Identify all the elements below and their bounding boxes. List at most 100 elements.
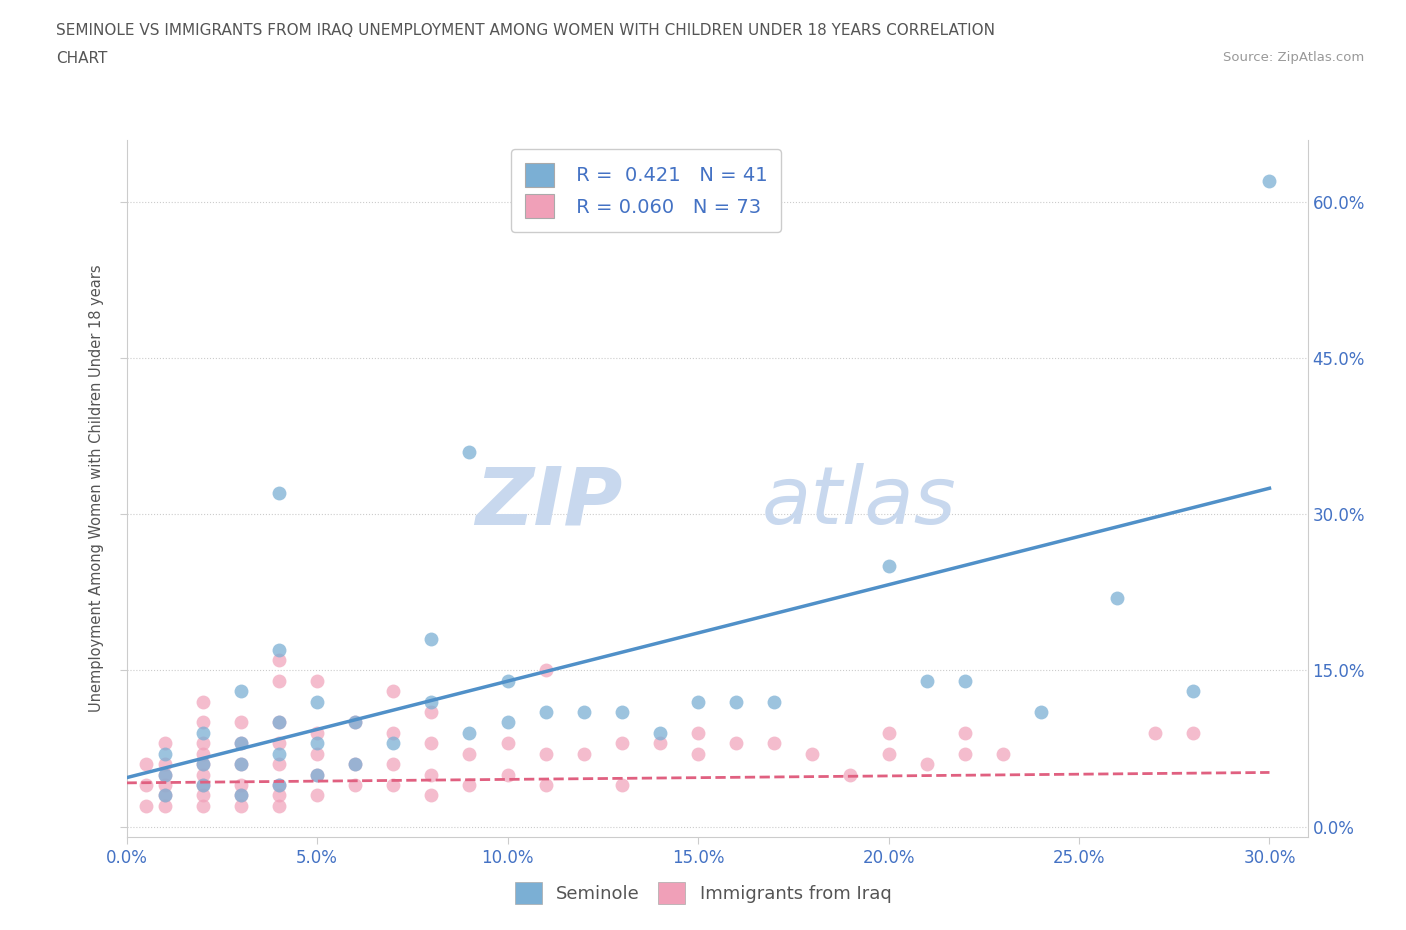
Point bbox=[305, 673, 328, 688]
Point bbox=[153, 767, 176, 782]
Point bbox=[229, 798, 252, 813]
Point bbox=[534, 663, 557, 678]
Point bbox=[1029, 705, 1052, 720]
Legend: Seminole, Immigrants from Iraq: Seminole, Immigrants from Iraq bbox=[508, 875, 898, 911]
Legend:  R =  0.421   N = 41,  R = 0.060   N = 73: R = 0.421 N = 41, R = 0.060 N = 73 bbox=[512, 149, 780, 232]
Point bbox=[267, 673, 290, 688]
Point bbox=[229, 736, 252, 751]
Point bbox=[420, 788, 443, 803]
Point bbox=[229, 757, 252, 772]
Point bbox=[953, 673, 976, 688]
Point bbox=[991, 746, 1014, 761]
Point bbox=[915, 673, 938, 688]
Point bbox=[153, 736, 176, 751]
Point bbox=[725, 736, 748, 751]
Point bbox=[572, 746, 595, 761]
Point bbox=[610, 705, 633, 720]
Point bbox=[305, 767, 328, 782]
Point bbox=[135, 777, 157, 792]
Point bbox=[382, 757, 405, 772]
Point bbox=[420, 767, 443, 782]
Point bbox=[267, 777, 290, 792]
Point bbox=[458, 777, 481, 792]
Point bbox=[191, 746, 214, 761]
Point bbox=[344, 715, 367, 730]
Point bbox=[953, 746, 976, 761]
Point bbox=[153, 746, 176, 761]
Point bbox=[305, 767, 328, 782]
Point bbox=[686, 694, 709, 709]
Point bbox=[135, 757, 157, 772]
Point bbox=[191, 757, 214, 772]
Point bbox=[534, 705, 557, 720]
Point bbox=[191, 715, 214, 730]
Point bbox=[153, 777, 176, 792]
Point bbox=[305, 788, 328, 803]
Point bbox=[725, 694, 748, 709]
Point bbox=[610, 777, 633, 792]
Point bbox=[648, 736, 671, 751]
Point bbox=[229, 684, 252, 698]
Point bbox=[191, 777, 214, 792]
Point bbox=[1107, 591, 1129, 605]
Point bbox=[877, 559, 900, 574]
Point bbox=[191, 757, 214, 772]
Point bbox=[153, 788, 176, 803]
Point bbox=[305, 736, 328, 751]
Point bbox=[191, 736, 214, 751]
Point bbox=[458, 725, 481, 740]
Point bbox=[191, 725, 214, 740]
Point bbox=[267, 777, 290, 792]
Point bbox=[534, 777, 557, 792]
Point bbox=[267, 757, 290, 772]
Point bbox=[267, 715, 290, 730]
Point bbox=[458, 445, 481, 459]
Point bbox=[496, 673, 519, 688]
Point bbox=[267, 486, 290, 501]
Point bbox=[420, 631, 443, 646]
Point bbox=[1182, 725, 1205, 740]
Point bbox=[344, 715, 367, 730]
Point bbox=[610, 736, 633, 751]
Point bbox=[229, 757, 252, 772]
Point bbox=[191, 798, 214, 813]
Point bbox=[382, 684, 405, 698]
Point bbox=[648, 725, 671, 740]
Point bbox=[686, 725, 709, 740]
Point bbox=[915, 757, 938, 772]
Point bbox=[267, 798, 290, 813]
Point bbox=[344, 777, 367, 792]
Point bbox=[229, 777, 252, 792]
Point bbox=[382, 725, 405, 740]
Point bbox=[191, 767, 214, 782]
Point bbox=[382, 777, 405, 792]
Point bbox=[1144, 725, 1167, 740]
Point bbox=[572, 705, 595, 720]
Text: SEMINOLE VS IMMIGRANTS FROM IRAQ UNEMPLOYMENT AMONG WOMEN WITH CHILDREN UNDER 18: SEMINOLE VS IMMIGRANTS FROM IRAQ UNEMPLO… bbox=[56, 23, 995, 38]
Point bbox=[763, 736, 786, 751]
Point bbox=[267, 736, 290, 751]
Point bbox=[344, 757, 367, 772]
Point bbox=[305, 725, 328, 740]
Text: ZIP: ZIP bbox=[475, 463, 623, 541]
Point bbox=[305, 746, 328, 761]
Point bbox=[267, 715, 290, 730]
Point bbox=[458, 746, 481, 761]
Point bbox=[305, 694, 328, 709]
Point bbox=[496, 736, 519, 751]
Point bbox=[686, 746, 709, 761]
Point bbox=[153, 798, 176, 813]
Point bbox=[153, 757, 176, 772]
Point bbox=[267, 643, 290, 658]
Point bbox=[191, 777, 214, 792]
Point bbox=[153, 788, 176, 803]
Point bbox=[420, 694, 443, 709]
Point bbox=[229, 715, 252, 730]
Point bbox=[420, 705, 443, 720]
Point bbox=[496, 767, 519, 782]
Point bbox=[877, 746, 900, 761]
Y-axis label: Unemployment Among Women with Children Under 18 years: Unemployment Among Women with Children U… bbox=[89, 264, 104, 712]
Point bbox=[191, 788, 214, 803]
Point bbox=[135, 798, 157, 813]
Text: CHART: CHART bbox=[56, 51, 108, 66]
